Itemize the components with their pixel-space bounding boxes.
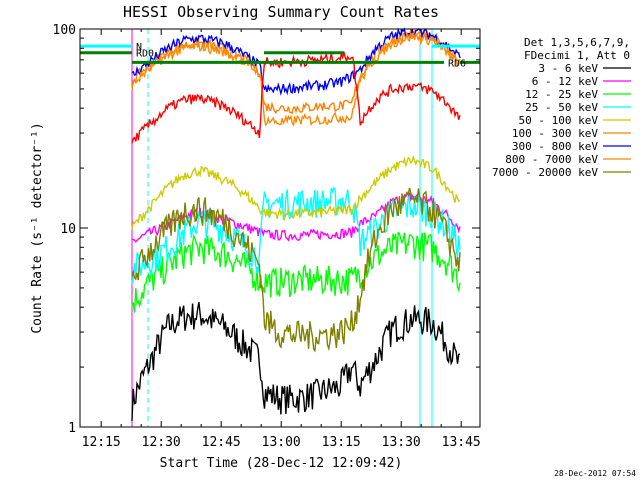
- legend-entry-label: 100 - 300 keV: [512, 127, 598, 140]
- y-axis-label: Count Rate (s⁻¹ detector⁻¹): [30, 122, 45, 333]
- series-line: [131, 51, 461, 144]
- x-tick-label: 12:45: [202, 435, 241, 450]
- legend-header-line: Det 1,3,5,6,7,9,: [524, 36, 630, 49]
- annotation-label: RD0: [136, 49, 154, 60]
- series-line: [131, 231, 461, 313]
- x-tick-label: 13:15: [322, 435, 361, 450]
- annotation-label: N: [136, 42, 142, 53]
- legend-entry-label: 300 - 800 keV: [512, 140, 598, 153]
- x-tick-label: 13:45: [442, 435, 481, 450]
- x-tick-label: 12:30: [142, 435, 181, 450]
- x-tick-label: 13:00: [262, 435, 301, 450]
- series-line: [131, 31, 461, 127]
- x-tick-label: 12:15: [82, 435, 121, 450]
- legend-entry-label: 6 - 12 keV: [532, 75, 599, 88]
- series-line: [131, 154, 461, 230]
- y-tick-label: 100: [53, 23, 76, 38]
- annotation-label: RD6: [448, 58, 466, 69]
- legend-entry-label: 12 - 25 keV: [525, 88, 598, 101]
- x-axis-label: Start Time (28-Dec-12 12:09:42): [160, 456, 403, 471]
- legend-entry-label: 50 - 100 keV: [519, 114, 599, 127]
- series-line: [131, 27, 461, 97]
- legend-entry-label: 25 - 50 keV: [525, 101, 598, 114]
- legend-entry-label: 7000 - 20000 keV: [492, 166, 598, 179]
- chart-title: HESSI Observing Summary Count Rates: [123, 3, 439, 21]
- series-line: [131, 186, 461, 285]
- x-tick-label: 13:30: [382, 435, 421, 450]
- legend-header-line: FDecimi 1, Att 0: [524, 49, 630, 62]
- y-tick-label: 10: [60, 222, 76, 237]
- legend-entry-label: 3 - 6 keV: [538, 62, 598, 75]
- footer-timestamp: 28-Dec-2012 07:54: [554, 469, 636, 478]
- y-tick-label: 1: [68, 421, 76, 436]
- series-line: [131, 187, 461, 353]
- legend-entry-label: 800 - 7000 keV: [505, 153, 598, 166]
- series-line: [131, 301, 461, 421]
